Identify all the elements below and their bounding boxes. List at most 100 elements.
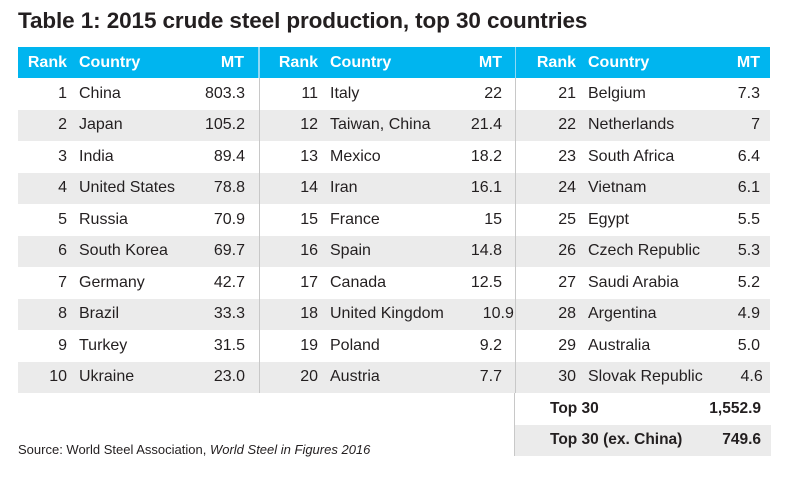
- rank-cell: 14: [300, 179, 318, 197]
- row-group-3: 25 Egypt 5.5: [515, 204, 770, 236]
- table-row: 4 United States 78.8 14 Iran 16.1 24 Vietnam 6.1: [18, 172, 770, 205]
- rank-cell: 5: [58, 210, 67, 228]
- mt-cell: 4.6: [740, 368, 763, 386]
- country-cell: Vietnam: [588, 179, 647, 197]
- country-cell: Italy: [330, 84, 360, 102]
- mt-cell: 5.3: [737, 242, 761, 260]
- mt-cell: 5.2: [737, 273, 760, 291]
- mt-cell: 42.7: [213, 273, 245, 291]
- row-group-2: 12 Taiwan, China 21.4: [259, 109, 515, 141]
- header-country: Country: [588, 53, 650, 71]
- row-group-2: 20 Austria 7.7: [259, 361, 515, 393]
- table-row: 9 Turkey 31.5 19 Poland 9.2 29 Australia 5.0: [18, 330, 770, 362]
- country-cell: Argentina: [588, 305, 657, 323]
- country-cell: Russia: [79, 210, 128, 228]
- mt-cell: 7.3: [737, 84, 760, 102]
- mt-cell: 33.3: [213, 305, 245, 323]
- steel-production-table: Rank Country MT Rank Country MT Rank Cou…: [18, 47, 770, 393]
- country-cell: Taiwan, China: [330, 116, 431, 134]
- rank-cell: 3: [58, 147, 67, 165]
- mt-cell: 7.7: [479, 368, 502, 386]
- mt-cell: 22: [484, 84, 502, 102]
- country-cell: United Kingdom: [330, 305, 444, 323]
- row-group-2: 14 Iran 16.1: [259, 172, 515, 204]
- source-note: Source: World Steel Association, World S…: [18, 442, 370, 457]
- country-cell: Netherlands: [588, 116, 675, 134]
- row-group-1: 10 Ukraine 23.0: [18, 362, 259, 394]
- country-cell: United States: [79, 179, 176, 197]
- country-cell: Poland: [330, 336, 380, 354]
- rank-cell: 2: [58, 116, 67, 134]
- table-row: 10 Ukraine 23.0 20 Austria 7.7 30 Slovak Republ…: [18, 361, 770, 394]
- country-cell: South Korea: [79, 242, 168, 260]
- row-group-3: 26 Czech Republic 5.3: [515, 235, 770, 267]
- country-cell: Saudi Arabia: [588, 273, 679, 291]
- country-cell: China: [79, 84, 121, 102]
- mt-cell: 78.8: [213, 179, 246, 197]
- table-row: 5 Russia 70.9 15 France 15 25 Egypt 5.5: [18, 204, 770, 236]
- country-cell: Australia: [588, 336, 651, 354]
- mt-cell: 31.5: [213, 336, 245, 354]
- mt-cell: 4.9: [737, 305, 760, 323]
- mt-cell: 21.4: [470, 116, 502, 134]
- rank-cell: 12: [300, 116, 318, 134]
- country-cell: Austria: [330, 368, 380, 386]
- table-title: Table 1: 2015 crude steel production, to…: [18, 8, 588, 33]
- total-label: Top 30: [550, 399, 599, 417]
- mt-cell: 70.9: [213, 210, 245, 228]
- row-group-1: 8 Brazil 33.3: [18, 299, 259, 331]
- totals-block: Top 30 1,552.9 Top 30 (ex. China) 749.6: [514, 393, 771, 456]
- row-group-3: 28 Argentina 4.9: [515, 298, 770, 330]
- source-prefix: Source: World Steel Association,: [18, 442, 210, 457]
- mt-cell: 12.5: [470, 273, 502, 291]
- total-row-top30: Top 30 1,552.9: [515, 393, 771, 425]
- row-group-1: 4 United States 78.8: [18, 173, 259, 205]
- rank-cell: 11: [301, 84, 318, 102]
- rank-cell: 6: [58, 242, 67, 260]
- header-country: Country: [330, 53, 392, 71]
- mt-cell: 7: [751, 116, 760, 134]
- country-cell: Spain: [330, 242, 371, 260]
- rank-cell: 4: [58, 179, 67, 197]
- row-group-1: 6 South Korea 69.7: [18, 236, 259, 268]
- row-group-1: 9 Turkey 31.5: [18, 330, 259, 362]
- header-group-3: Rank Country MT: [515, 47, 770, 78]
- table-row: 1 China 803.3 11 Italy 22 21 Belgium 7.3: [18, 78, 770, 110]
- total-label: Top 30 (ex. China): [550, 431, 683, 449]
- country-cell: Czech Republic: [588, 242, 701, 260]
- source-publication: World Steel in Figures 2016: [209, 442, 371, 457]
- row-group-1: 5 Russia 70.9: [18, 204, 259, 236]
- row-group-2: 18 United Kingdom 10.9: [259, 298, 515, 330]
- row-group-2: 13 Mexico 18.2: [259, 141, 515, 173]
- row-group-1: 1 China 803.3: [18, 78, 259, 110]
- total-value: 749.6: [722, 431, 761, 449]
- row-group-2: 11 Italy 22: [259, 78, 515, 110]
- country-cell: Turkey: [79, 336, 128, 354]
- total-value: 1,552.9: [709, 399, 761, 417]
- row-group-3: 22 Netherlands 7: [515, 109, 770, 141]
- table-row: 8 Brazil 33.3 18 United Kingdom 10.9 28 Argenti…: [18, 298, 770, 331]
- country-cell: India: [79, 147, 114, 165]
- country-cell: Mexico: [330, 147, 381, 165]
- rank-cell: 18: [300, 305, 318, 323]
- mt-cell: 5.5: [737, 210, 760, 228]
- row-group-1: 2 Japan 105.2: [18, 110, 259, 142]
- rank-cell: 21: [558, 84, 576, 102]
- row-group-2: 16 Spain 14.8: [259, 235, 515, 267]
- row-group-1: 7 Germany 42.7: [18, 267, 259, 299]
- table-row: 2 Japan 105.2 12 Taiwan, China 21.4 22 Netherla…: [18, 109, 770, 142]
- mt-cell: 105.2: [204, 116, 245, 134]
- mt-cell: 69.7: [213, 242, 245, 260]
- rank-cell: 10: [49, 368, 67, 386]
- rank-cell: 25: [558, 210, 576, 228]
- header-group-1: Rank Country MT: [18, 47, 259, 78]
- row-group-3: 29 Australia 5.0: [515, 330, 770, 362]
- country-cell: Brazil: [79, 305, 120, 323]
- table-row: 3 India 89.4 13 Mexico 18.2 23 South Africa 6.4: [18, 141, 770, 173]
- rank-cell: 13: [300, 147, 318, 165]
- rank-cell: 22: [558, 116, 576, 134]
- table-row: 7 Germany 42.7 17 Canada 12.5 27 Saudi Arabia 5.…: [18, 267, 770, 299]
- header-mt: MT: [736, 53, 760, 71]
- mt-cell: 14.8: [470, 242, 502, 260]
- rank-cell: 19: [300, 336, 318, 354]
